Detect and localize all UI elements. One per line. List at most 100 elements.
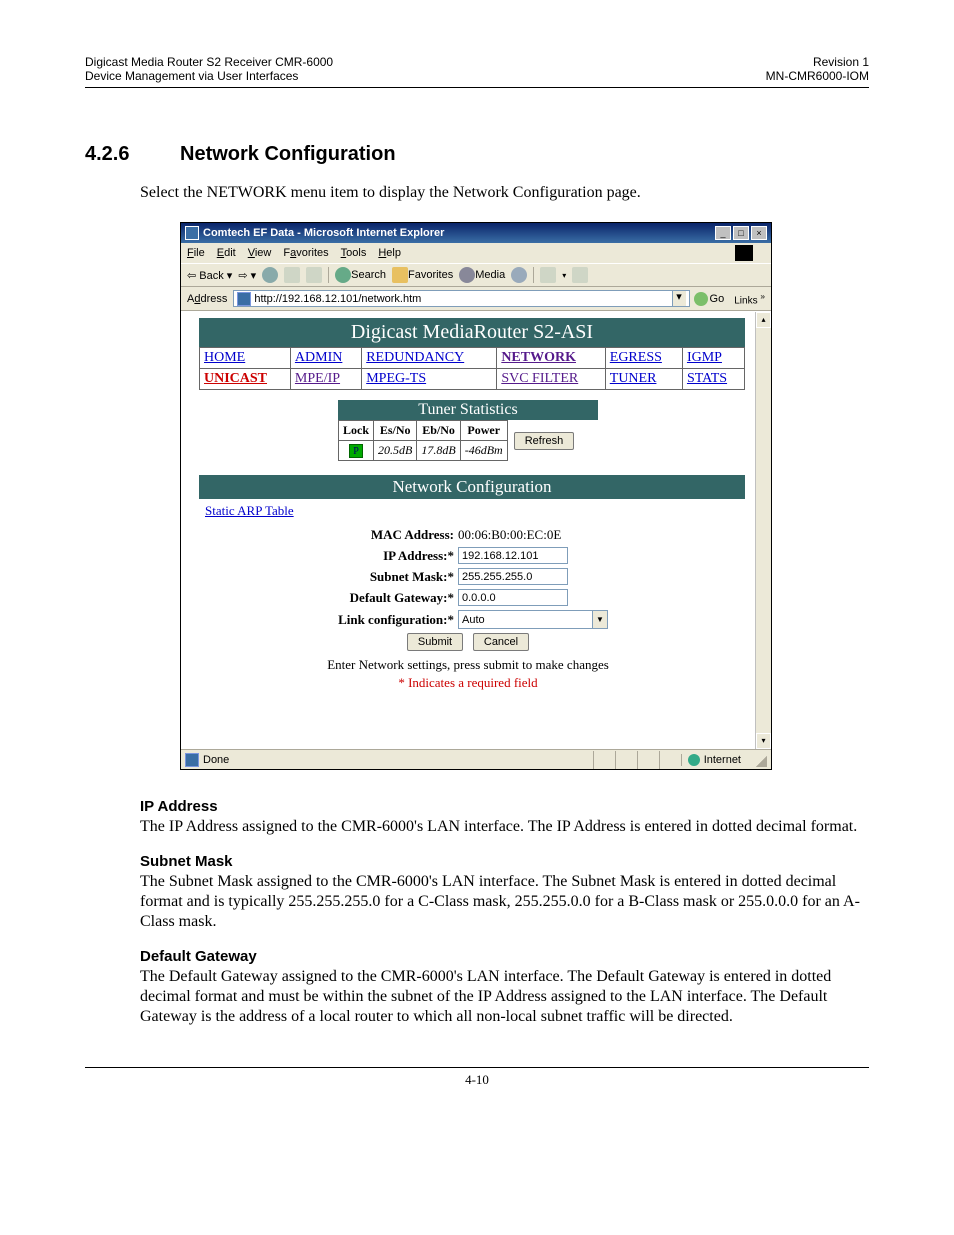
form-note: Enter Network settings, press submit to …	[258, 657, 678, 673]
hdr-left2: Device Management via User Interfaces	[85, 69, 298, 83]
chevron-down-icon: ▼	[592, 611, 607, 628]
nav-admin[interactable]: ADMIN	[295, 350, 342, 365]
nav-home[interactable]: HOME	[204, 350, 245, 365]
gw-label: Default Gateway:*	[258, 590, 458, 606]
links-label[interactable]: Links »	[734, 291, 765, 306]
nav-egress[interactable]: EGRESS	[610, 350, 662, 365]
back-button[interactable]: ⇦ Back ▾	[187, 269, 232, 282]
hdr-right2: MN-CMR6000-IOM	[766, 69, 869, 83]
tuner-col-ebno: Eb/No	[417, 421, 460, 441]
submit-button[interactable]: Submit	[407, 633, 463, 651]
ie-icon	[185, 226, 199, 240]
nc-title: Network Configuration	[199, 475, 745, 499]
titlebar: Comtech EF Data - Microsoft Internet Exp…	[181, 223, 771, 243]
address-label: Address	[187, 293, 227, 305]
ip-heading: IP Address	[140, 798, 869, 815]
nav-unicast[interactable]: UNICAST	[204, 371, 267, 386]
tuner-lock: P	[339, 441, 374, 461]
menu-edit[interactable]: Edit	[217, 247, 236, 259]
menu-file[interactable]: File	[187, 247, 205, 259]
stop-icon[interactable]	[262, 267, 278, 283]
refresh-icon[interactable]	[284, 267, 300, 283]
print-icon[interactable]	[572, 267, 588, 283]
go-button[interactable]: Go	[694, 292, 725, 306]
section-intro: Select the NETWORK menu item to display …	[140, 184, 869, 202]
tuner-title: Tuner Statistics	[338, 400, 598, 420]
mask-heading: Subnet Mask	[140, 853, 869, 870]
mask-label: Subnet Mask:*	[258, 569, 458, 585]
ip-paragraph: The IP Address assigned to the CMR-6000'…	[140, 817, 869, 837]
window-title: Comtech EF Data - Microsoft Internet Exp…	[203, 227, 444, 239]
menu-view[interactable]: View	[248, 247, 272, 259]
static-arp-link[interactable]: Static ARP Table	[205, 503, 294, 518]
link-label: Link configuration:*	[258, 612, 458, 628]
resize-grip-icon	[753, 753, 767, 767]
gw-heading: Default Gateway	[140, 948, 869, 965]
nav-tuner[interactable]: TUNER	[610, 371, 657, 386]
form-required-note: * Indicates a required field	[258, 675, 678, 691]
nav-svcfilter[interactable]: SVC FILTER	[501, 371, 578, 386]
nav-stats[interactable]: STATS	[687, 371, 727, 386]
maximize-button[interactable]: □	[733, 226, 749, 240]
tuner-col-lock: Lock	[339, 421, 374, 441]
minimize-button[interactable]: _	[715, 226, 731, 240]
go-icon	[694, 292, 708, 306]
hdr-rule	[85, 87, 869, 88]
hdr-left1: Digicast Media Router S2 Receiver CMR-60…	[85, 55, 333, 69]
tuner-power: -46dBm	[460, 441, 507, 461]
page-number: 4-10	[85, 1072, 869, 1088]
address-input[interactable]: http://192.168.12.101/network.htm ▾	[233, 290, 689, 307]
tuner-esno: 20.5dB	[374, 441, 417, 461]
refresh-button[interactable]: Refresh	[514, 432, 575, 450]
status-page-icon	[185, 753, 199, 767]
windows-logo-icon	[735, 245, 753, 261]
page-icon	[237, 292, 251, 306]
page-banner: Digicast MediaRouter S2-ASI	[199, 318, 745, 347]
menu-favorites[interactable]: Favorites	[283, 247, 328, 259]
menu-help[interactable]: Help	[378, 247, 401, 259]
nav-network[interactable]: NETWORK	[501, 350, 576, 365]
tuner-col-esno: Es/No	[374, 421, 417, 441]
mac-value: 00:06:B0:00:EC:0E	[458, 527, 561, 543]
menu-tools[interactable]: Tools	[341, 247, 367, 259]
tuner-ebno: 17.8dB	[417, 441, 460, 461]
menubar: File Edit View Favorites Tools Help	[181, 243, 771, 263]
cancel-button[interactable]: Cancel	[473, 633, 529, 651]
tuner-table: Lock Es/No Eb/No Power P 20.5dB 17.8dB -…	[338, 420, 508, 461]
nav-igmp[interactable]: IGMP	[687, 350, 722, 365]
ip-label: IP Address:*	[258, 548, 458, 564]
address-dropdown-icon[interactable]: ▾	[672, 291, 686, 306]
hdr-right1: Revision 1	[813, 55, 869, 69]
tuner-col-power: Power	[460, 421, 507, 441]
media-button[interactable]: Media	[459, 267, 505, 283]
close-button[interactable]: ×	[751, 226, 767, 240]
gw-input[interactable]	[458, 589, 568, 606]
mac-label: MAC Address:	[258, 527, 458, 543]
mask-paragraph: The Subnet Mask assigned to the CMR-6000…	[140, 872, 869, 932]
section-title: Network Configuration	[180, 143, 396, 166]
home-icon[interactable]	[306, 267, 322, 283]
link-select[interactable]: Auto ▼	[458, 610, 608, 629]
address-bar: Address http://192.168.12.101/network.ht…	[181, 287, 771, 311]
nav-redundancy[interactable]: REDUNDANCY	[366, 350, 464, 365]
forward-button[interactable]: ⇨ ▾	[238, 269, 256, 282]
globe-icon	[688, 754, 700, 766]
status-done: Done	[203, 754, 229, 766]
nav-mpegts[interactable]: MPEG-TS	[366, 371, 426, 386]
toolbar: ⇦ Back ▾ ⇨ ▾ Search Favorites Media ▾	[181, 263, 771, 287]
status-zone: Internet	[681, 754, 747, 766]
footer-rule	[85, 1067, 869, 1068]
history-icon[interactable]	[511, 267, 527, 283]
mask-input[interactable]	[458, 568, 568, 585]
section-number: 4.2.6	[85, 143, 180, 166]
favorites-button[interactable]: Favorites	[392, 267, 453, 283]
scroll-down-icon[interactable]: ▾	[756, 733, 771, 749]
scrollbar[interactable]: ▴ ▾	[755, 312, 771, 749]
gw-paragraph: The Default Gateway assigned to the CMR-…	[140, 967, 869, 1027]
search-button[interactable]: Search	[335, 267, 386, 283]
mail-icon[interactable]	[540, 267, 556, 283]
ip-input[interactable]	[458, 547, 568, 564]
nav-table: HOME ADMIN REDUNDANCY NETWORK EGRESS IGM…	[199, 347, 745, 390]
nav-mpeip[interactable]: MPE/IP	[295, 371, 340, 386]
scroll-up-icon[interactable]: ▴	[756, 312, 771, 328]
